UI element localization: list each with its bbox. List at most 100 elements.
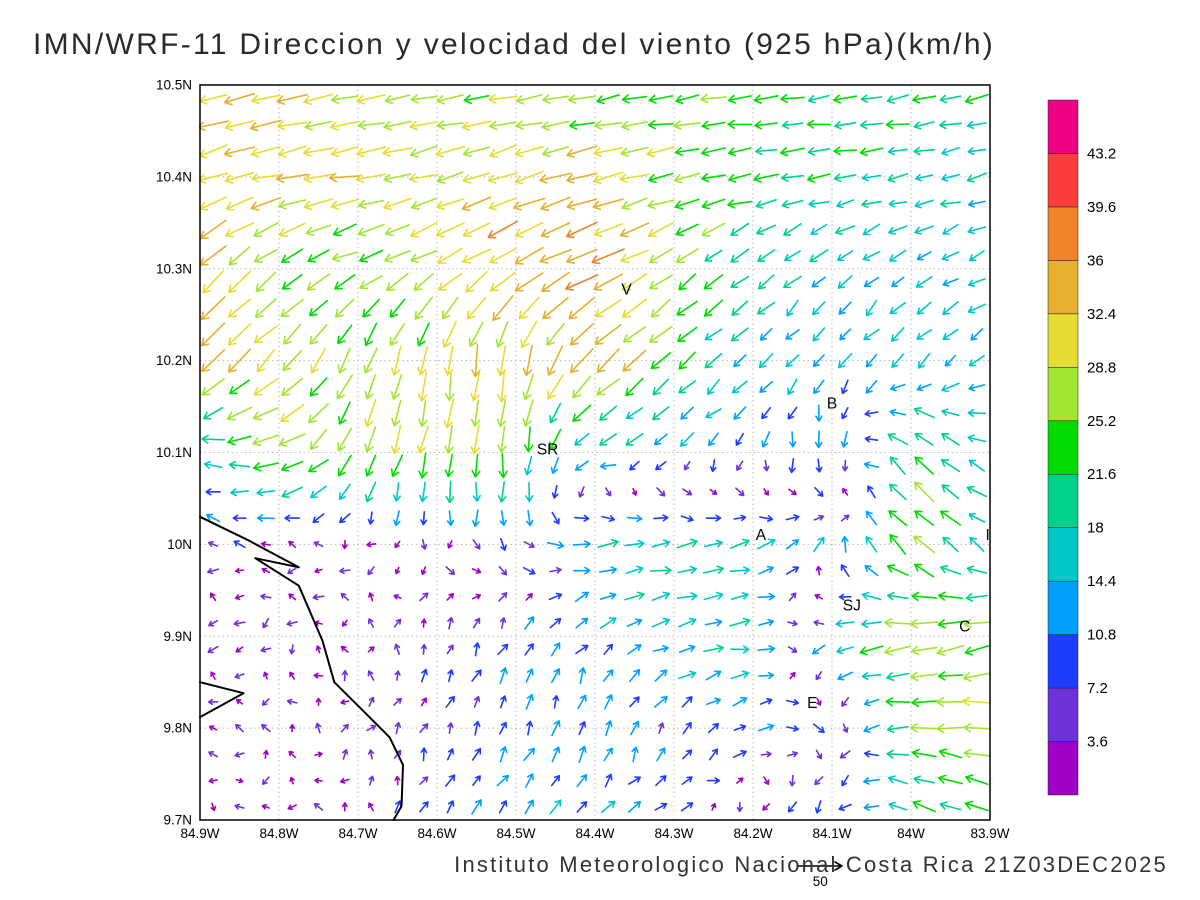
wind-arrow — [596, 94, 620, 105]
wind-arrow — [781, 199, 804, 209]
wind-arrow — [282, 350, 302, 372]
wind-arrow — [758, 274, 775, 290]
wind-arrow — [675, 223, 699, 237]
wind-arrow — [565, 274, 599, 291]
reference-vector: 50 — [797, 861, 843, 889]
wind-arrow — [678, 670, 697, 680]
wind-arrow — [525, 668, 534, 683]
wind-arrow — [497, 371, 507, 403]
wind-arrow — [865, 510, 878, 526]
wind-arrow — [682, 721, 692, 735]
wind-arrow — [199, 245, 227, 266]
wind-arrow — [835, 225, 856, 235]
wind-arrow — [391, 424, 402, 455]
wind-arrow — [735, 487, 745, 497]
wind-arrow — [498, 592, 508, 602]
wind-arrow — [551, 485, 559, 499]
wind-arrow — [207, 645, 219, 654]
station-label: E — [807, 695, 817, 712]
wind-arrow — [362, 298, 380, 318]
wind-arrow — [487, 172, 518, 184]
wind-arrow — [340, 592, 349, 601]
wind-arrow — [654, 669, 668, 682]
wind-arrow — [889, 533, 907, 555]
wind-arrow — [788, 592, 797, 602]
wind-arrow — [968, 383, 986, 392]
wind-arrow — [937, 671, 964, 681]
wind-arrow — [704, 618, 723, 627]
wind-arrow — [447, 616, 454, 630]
wind-arrow — [815, 565, 822, 576]
wind-arrow — [574, 514, 590, 522]
wind-arrow — [546, 345, 564, 376]
wind-arrow — [941, 408, 960, 417]
wind-arrow — [550, 457, 560, 474]
wind-arrow — [729, 538, 750, 549]
wind-arrow — [573, 566, 591, 575]
wind-arrow — [365, 481, 377, 503]
wind-arrow — [732, 697, 748, 707]
wind-arrow — [389, 322, 406, 346]
wind-arrow — [549, 799, 562, 815]
wind-arrow — [838, 352, 853, 369]
wind-arrow — [575, 617, 589, 629]
wind-arrow — [540, 222, 571, 238]
wind-arrow — [591, 248, 625, 265]
wind-arrow — [312, 513, 325, 524]
wind-arrow — [367, 618, 374, 628]
wind-arrow — [596, 348, 620, 373]
wind-arrow — [913, 146, 936, 156]
wind-arrow — [815, 404, 823, 422]
wind-arrow — [788, 488, 797, 496]
wind-arrow — [275, 173, 309, 184]
wind-arrow — [647, 221, 674, 238]
wind-arrow — [203, 406, 224, 420]
wind-arrow — [252, 434, 280, 447]
wind-arrow — [436, 94, 464, 105]
wind-arrow — [963, 748, 991, 759]
colorbar-segment — [1047, 260, 1079, 315]
wind-arrow — [445, 480, 455, 504]
wind-arrow — [967, 200, 986, 208]
wind-arrow — [234, 751, 245, 758]
wind-arrow — [539, 248, 572, 264]
colorbar-label: 10.8 — [1087, 627, 1116, 644]
wind-arrow — [889, 456, 906, 475]
wind-arrow-layer — [199, 92, 991, 815]
wind-arrow — [759, 698, 773, 705]
wind-arrow — [912, 94, 937, 104]
wind-arrow — [753, 94, 779, 104]
wind-arrow — [525, 773, 534, 788]
wind-arrow — [967, 226, 987, 235]
wind-arrow — [889, 483, 907, 501]
colorbar-segment — [1047, 527, 1079, 582]
wind-arrow — [495, 321, 509, 348]
wind-arrow — [863, 328, 880, 341]
wind-arrow — [787, 620, 798, 627]
wind-arrow — [701, 222, 726, 237]
wind-arrow — [394, 721, 402, 735]
wind-arrow — [727, 119, 753, 129]
wind-arrow — [942, 301, 959, 316]
wind-arrow — [841, 459, 849, 472]
wind-arrow — [303, 198, 334, 211]
wind-arrow — [861, 671, 882, 681]
wind-arrow — [758, 671, 775, 680]
wind-arrow — [303, 147, 334, 157]
wind-arrow — [471, 747, 482, 761]
wind-arrow — [276, 120, 308, 131]
wind-arrow — [228, 460, 251, 470]
wind-arrow — [303, 173, 334, 184]
wind-arrow — [280, 299, 304, 318]
wind-arrow — [676, 300, 698, 316]
wind-arrow — [940, 459, 961, 473]
wind-arrow — [278, 222, 306, 237]
wind-arrow — [445, 695, 455, 708]
wind-arrow — [472, 775, 481, 786]
wind-arrow — [310, 347, 327, 374]
wind-arrow — [260, 541, 271, 548]
wind-arrow — [499, 746, 508, 763]
wind-arrow — [842, 723, 849, 733]
wind-arrow — [864, 435, 879, 443]
wind-arrow — [419, 776, 429, 785]
